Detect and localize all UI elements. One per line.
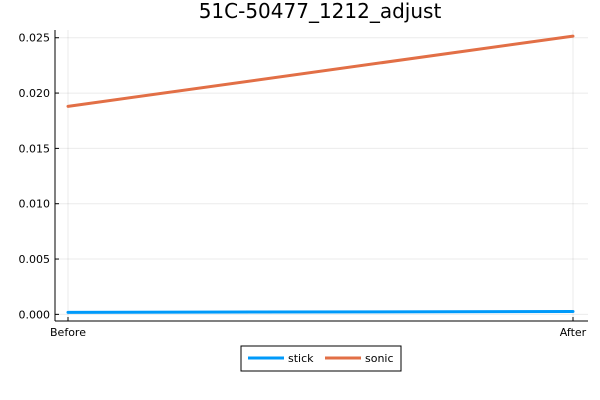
x-tick-label: Before xyxy=(50,326,86,339)
y-tick-label: 0.015 xyxy=(19,142,51,155)
legend-label-stick: stick xyxy=(288,352,314,365)
series xyxy=(66,34,575,314)
y-ticks: 0.000 0.005 0.010 0.015 0.020 0.025 xyxy=(19,32,59,321)
grid xyxy=(55,30,588,321)
y-tick-label: 0.010 xyxy=(19,198,51,211)
legend: stick sonic xyxy=(240,345,402,372)
series-line-stick xyxy=(66,309,575,314)
legend-label-sonic: sonic xyxy=(365,352,394,365)
x-tick-label: After xyxy=(560,326,587,339)
series-line-sonic xyxy=(66,34,575,108)
legend-box xyxy=(240,345,402,372)
chart-title: 51C-50477_1212_adjust xyxy=(199,0,442,23)
x-ticks: Before After xyxy=(50,317,587,339)
y-tick-label: 0.020 xyxy=(19,87,51,100)
y-tick-label: 0.025 xyxy=(19,32,51,45)
y-tick-label: 0.000 xyxy=(19,308,51,321)
axes xyxy=(54,30,588,322)
y-tick-label: 0.005 xyxy=(19,253,51,266)
